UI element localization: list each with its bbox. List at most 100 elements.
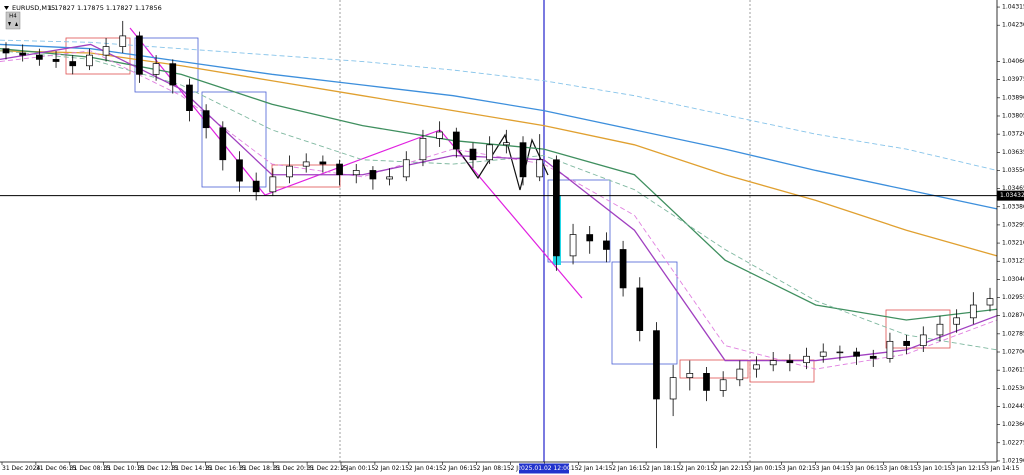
candle-body [786,360,794,364]
candle-body [603,240,610,250]
y-tick-label: 1.02700 [1002,349,1024,356]
candle-body [753,364,760,370]
y-tick-label: 1.03125 [1002,258,1024,265]
candle-body [169,63,177,86]
candle-body [669,377,677,400]
moving-average [0,43,998,362]
x-tick-label: 31 Dec 20:15 [273,465,314,472]
x-tick-label: 31 Dec 12:15 [138,465,179,472]
candle-body [819,351,827,357]
x-tick-label: 2 Jan 08:15 [477,465,511,472]
y-tick-label: 1.02360 [1002,421,1024,428]
moving-average [0,39,998,171]
candle-body [903,340,910,346]
candle-body [469,148,477,161]
x-tick-label: 3 Jan 06:15 [850,465,884,472]
candle-body [586,234,594,242]
candle-body [719,379,727,391]
x-tick-label: 31 Dec 14:15 [172,465,213,472]
y-tick-label: 1.02190 [1002,457,1024,464]
x-tick-label: 31 Dec 10:15 [104,465,145,472]
x-tick-label: 31 Dec 08:15 [70,465,111,472]
y-tick-label: 1.02615 [1002,367,1024,374]
candle-body [803,355,810,364]
candle-body [202,110,210,129]
candle-body [452,131,460,150]
x-tick-label: 31 Dec 22:15 [307,465,348,472]
y-tick-label: 1.03975 [1002,76,1024,83]
y-tick-label: 1.03890 [1002,94,1024,101]
candle-body [769,360,777,366]
menu-arrow[interactable] [4,6,9,10]
y-tick-label: 1.02955 [1002,294,1024,301]
y-tick-label: 1.03720 [1002,131,1024,138]
x-tick-label: 31 Dec 16:15 [205,465,246,472]
timeframe-up[interactable] [15,22,18,26]
candle-body [419,138,427,161]
y-tick-label: 1.03295 [1002,221,1024,228]
x-tick-label: 2 Jan 00:15 [341,465,375,472]
candle-body [736,368,744,381]
zone-box [65,37,131,75]
moving-average [0,50,998,257]
x-tick-label: 3 Jan 12:15 [951,465,985,472]
y-tick-label: 1.02785 [1002,330,1024,337]
x-tick-label: 2 Jan 22:15 [714,465,748,472]
x-tick-label: 3 Jan 10:15 [917,465,951,472]
x-tick-label: 3 Jan 14:15 [985,465,1019,472]
x-tick-label: 2 Jan 02:15 [375,465,409,472]
candle-body [953,317,960,325]
candle-body [853,351,860,357]
x-tick-label: 2 Jan 06:15 [443,465,477,472]
zone-box [885,309,951,349]
y-tick-label: 1.03210 [1002,240,1024,247]
x-tick-label: 3 Jan 08:15 [883,465,917,472]
x-tick-label: 3 Jan 00:15 [748,465,782,472]
crosshair-time-box [519,463,569,474]
symbol: EURUSD,M15 [12,4,55,12]
x-tick-label: 31 Dec 06:15 [36,465,77,472]
x-tick-label: 2 Jan 20:15 [680,465,714,472]
candle-body [336,163,343,176]
candle-body [436,131,443,139]
candle-body [19,52,27,56]
candle-body [502,142,510,146]
candle-body [186,84,193,111]
y-tick-label: 1.03635 [1002,149,1024,156]
y-tick-label: 1.03550 [1002,167,1024,174]
moving-average [0,50,998,351]
ohlc-readout: 1.17827 1.17875 1.17827 1.17856 [48,4,162,12]
y-tick-label: 1.04060 [1002,58,1024,65]
x-tick-label: 3 Jan 02:15 [782,465,816,472]
y-tick-label: 1.04315 [1002,4,1024,11]
candle-body [836,351,844,354]
candle-body [936,323,944,336]
zigzag [454,133,549,191]
crosshair-time-label: 2025.01.02 12:00 [517,465,571,472]
candle-body [619,249,627,289]
candle-body [369,170,377,180]
x-tick-label: 31 Dec 2024 [2,465,41,472]
candle-body [653,330,660,400]
x-tick-label: 2 Jan 16:15 [612,465,646,472]
candle-body [886,340,894,359]
candle-body [569,234,577,257]
candle-body [52,59,60,62]
candle-body [319,161,327,165]
candle-body [86,54,93,67]
candle-body [486,144,494,161]
x-tick-label: 2 Jan 04:15 [409,465,443,472]
y-tick-label: 1.02870 [1002,312,1024,319]
zone-box [547,179,611,263]
candle-body [553,159,560,257]
candle-body [352,170,360,176]
timeframe-label: H4 [9,14,17,20]
candle-body [119,35,127,47]
candle-body [136,35,143,75]
candle-body [386,176,393,180]
moving-average [0,43,998,210]
candle-body [302,161,310,167]
candle-body [919,334,927,346]
timeframe-down[interactable] [8,22,11,26]
y-tick-label: 1.03805 [1002,112,1024,119]
